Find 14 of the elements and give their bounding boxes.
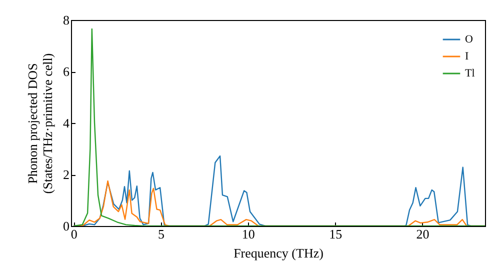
x-tick-label: 20 bbox=[416, 226, 430, 242]
y-axis-title: Phonon projected DOS (States/THz·primitive cell) bbox=[25, 53, 55, 194]
legend-label: I bbox=[465, 50, 469, 62]
legend-label: Tl bbox=[465, 68, 475, 80]
x-tick-label: 5 bbox=[158, 226, 165, 242]
y-tick-label: 2 bbox=[63, 167, 70, 182]
x-tick-label: 15 bbox=[329, 226, 342, 242]
line-series bbox=[73, 28, 485, 226]
x-axis-title: Frequency (THz) bbox=[234, 246, 324, 260]
legend-label: O bbox=[465, 34, 473, 46]
y-tick-label: 4 bbox=[63, 116, 70, 130]
y-tick-label: 6 bbox=[63, 64, 70, 79]
y-tick-label: 8 bbox=[63, 12, 70, 28]
x-tick-label: 10 bbox=[242, 226, 255, 242]
